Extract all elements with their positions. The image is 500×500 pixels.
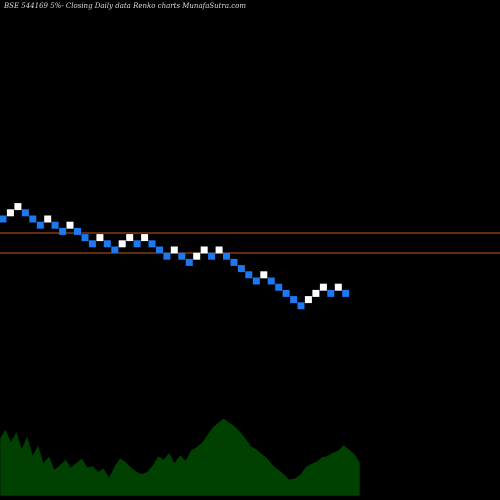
- renko-brick-down: [185, 258, 193, 266]
- renko-brick-down: [29, 215, 37, 223]
- renko-brick-up: [200, 246, 208, 254]
- renko-brick-down: [111, 246, 119, 254]
- renko-brick-down: [223, 252, 230, 260]
- renko-brick-up: [126, 234, 134, 242]
- renko-brick-up: [44, 215, 52, 223]
- renko-brick-up: [141, 234, 149, 242]
- renko-brick-up: [304, 296, 312, 304]
- renko-brick-up: [334, 283, 342, 291]
- renko-brick-down: [275, 283, 283, 291]
- renko-brick-up: [66, 221, 74, 229]
- renko-brick-down: [282, 289, 290, 297]
- renko-brick-down: [21, 209, 29, 217]
- renko-brick-down: [342, 289, 350, 297]
- renko-brick-down: [51, 221, 59, 229]
- renko-brick-up: [319, 283, 327, 291]
- renko-brick-down: [267, 277, 275, 285]
- renko-brick-down: [290, 296, 298, 304]
- renko-brick-down: [230, 258, 238, 266]
- renko-brick-down: [237, 265, 245, 273]
- renko-brick-down: [163, 252, 171, 260]
- renko-brick-down: [103, 240, 111, 248]
- renko-brick-down: [133, 240, 141, 248]
- renko-brick-down: [148, 240, 156, 248]
- renko-brick-up: [6, 209, 14, 217]
- renko-brick-down: [178, 252, 186, 260]
- renko-brick-down: [156, 246, 163, 254]
- renko-brick-up: [193, 252, 201, 260]
- renko-brick-up: [312, 289, 320, 297]
- renko-brick-down: [59, 227, 67, 235]
- renko-brick-down: [208, 252, 216, 260]
- renko-brick-down: [327, 289, 335, 297]
- volume-area: [0, 417, 361, 497]
- renko-brick-up: [96, 234, 104, 242]
- renko-brick-down: [36, 221, 44, 229]
- renko-brick-down: [252, 277, 260, 285]
- renko-brick-down: [245, 271, 253, 279]
- renko-brick-up: [170, 246, 178, 254]
- chart-title: BSE 544169 5%- Closing Daily data Renko …: [4, 2, 247, 10]
- renko-brick-down: [88, 240, 96, 248]
- renko-brick-down: [74, 227, 81, 235]
- renko-brick-down: [297, 302, 305, 310]
- renko-brick-down: [81, 234, 89, 242]
- renko-brick-up: [118, 240, 126, 248]
- renko-brick-up: [215, 246, 223, 254]
- renko-brick-up: [14, 203, 22, 211]
- renko-brick-up: [260, 271, 268, 279]
- renko-brick-down: [0, 215, 7, 223]
